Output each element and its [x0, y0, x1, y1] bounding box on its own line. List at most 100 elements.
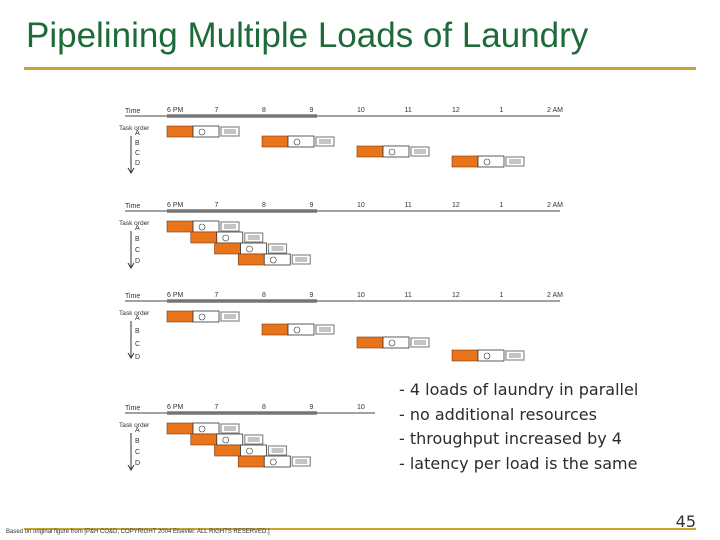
hour-tick-label: 6 PM	[167, 202, 184, 209]
washer-icon	[237, 253, 265, 266]
dryer-icon	[382, 336, 410, 349]
bullet-item: - no additional resources	[399, 404, 597, 424]
bullet-item: - 4 loads of laundry in parallel	[399, 380, 639, 399]
dryer-door-icon	[246, 245, 253, 253]
dryer-door-icon	[483, 158, 491, 166]
washer-icon	[166, 422, 194, 435]
dryer-door-icon	[198, 223, 206, 231]
task-letter: A	[135, 315, 140, 322]
task-letter: C	[135, 247, 140, 254]
task-order-label: Task order	[119, 422, 150, 429]
task-letter: C	[135, 449, 140, 456]
hour-tick-label: 10	[357, 202, 365, 209]
hour-tick-label: 12	[452, 107, 460, 114]
folded-clothes-icon	[295, 257, 308, 262]
dryer-icon	[263, 455, 291, 468]
task-letter: D	[135, 258, 140, 265]
dryer-door-icon	[269, 458, 277, 466]
arrow-head	[127, 352, 135, 359]
hour-tick-label: 7	[215, 292, 219, 299]
dryer-icon	[192, 422, 220, 435]
washer-icon	[190, 433, 218, 446]
bullet-item: - throughput increased by 4	[399, 429, 622, 448]
footer-divider	[24, 528, 696, 530]
hour-tick-label: 8	[262, 107, 266, 114]
task-letter: A	[135, 225, 140, 232]
hour-tick-label: 7	[215, 107, 219, 114]
task-letter: B	[135, 140, 140, 147]
hour-tick-label: 12	[452, 292, 460, 299]
dryer-icon	[240, 242, 267, 255]
task-letter: B	[135, 236, 140, 243]
hour-tick-label: 1	[500, 292, 504, 299]
dryer-icon	[192, 125, 220, 138]
page-number: 45	[675, 512, 696, 531]
washer-icon	[166, 125, 194, 138]
hour-tick-label: 7	[215, 202, 219, 209]
hour-tick-label: 11	[405, 202, 412, 209]
dryer-door-icon	[293, 326, 301, 334]
hour-tick-label: 6 PM	[167, 292, 184, 299]
time-label: Time	[125, 405, 140, 412]
timeline-band	[167, 299, 317, 303]
task-letter: A	[135, 130, 140, 137]
task-order-label: Task order	[119, 220, 150, 227]
dryer-icon	[192, 310, 220, 323]
dryer-icon	[477, 155, 505, 168]
arrow-head	[127, 464, 135, 471]
folded-clothes-icon	[247, 235, 260, 240]
timeline-band	[167, 114, 317, 118]
dryer-door-icon	[222, 234, 230, 242]
washer-icon	[166, 220, 194, 233]
washer-icon	[356, 145, 384, 158]
dryer-door-icon	[293, 138, 301, 146]
bullet-item: - latency per load is the same	[399, 453, 638, 473]
folded-clothes-icon	[271, 448, 284, 453]
time-label: Time	[125, 293, 140, 300]
hour-tick-label: 11	[405, 107, 412, 114]
folded-clothes-icon	[247, 437, 260, 442]
bullet-list: - 4 loads of laundry in parallel - no ad…	[399, 378, 638, 476]
timeline-band	[167, 209, 317, 213]
washer-icon	[261, 323, 289, 336]
washer-icon	[356, 336, 384, 349]
dryer-door-icon	[246, 447, 253, 455]
hour-tick-label: 2 AM	[547, 292, 563, 299]
washer-icon	[261, 135, 289, 148]
folded-clothes-icon	[224, 129, 236, 134]
hour-tick-label: 8	[262, 202, 266, 209]
folded-clothes-icon	[271, 246, 284, 251]
dryer-icon	[263, 253, 291, 266]
time-label: Time	[125, 203, 140, 210]
dryer-icon	[382, 145, 410, 158]
washer-icon	[451, 349, 479, 362]
dryer-icon	[216, 433, 244, 446]
dryer-door-icon	[198, 313, 206, 321]
hour-tick-label: 8	[262, 292, 266, 299]
task-letter: B	[135, 328, 140, 335]
washer-icon	[237, 455, 265, 468]
hour-tick-label: 9	[310, 202, 314, 209]
dryer-icon	[477, 349, 505, 362]
hour-tick-label: 6 PM	[167, 404, 184, 411]
dryer-door-icon	[222, 436, 230, 444]
folded-clothes-icon	[224, 426, 236, 431]
dryer-icon	[287, 135, 315, 148]
dryer-icon	[216, 231, 244, 244]
task-letter: B	[135, 438, 140, 445]
hour-tick-label: 2 AM	[547, 202, 563, 209]
folded-clothes-icon	[509, 353, 521, 358]
task-letter: A	[135, 427, 140, 434]
hour-tick-label: 8	[262, 404, 266, 411]
timeline-band	[167, 411, 317, 415]
hour-tick-label: 10	[357, 292, 365, 299]
washer-icon	[451, 155, 479, 168]
washer-icon	[190, 231, 218, 244]
task-letter: D	[135, 460, 140, 467]
dryer-door-icon	[388, 148, 396, 156]
